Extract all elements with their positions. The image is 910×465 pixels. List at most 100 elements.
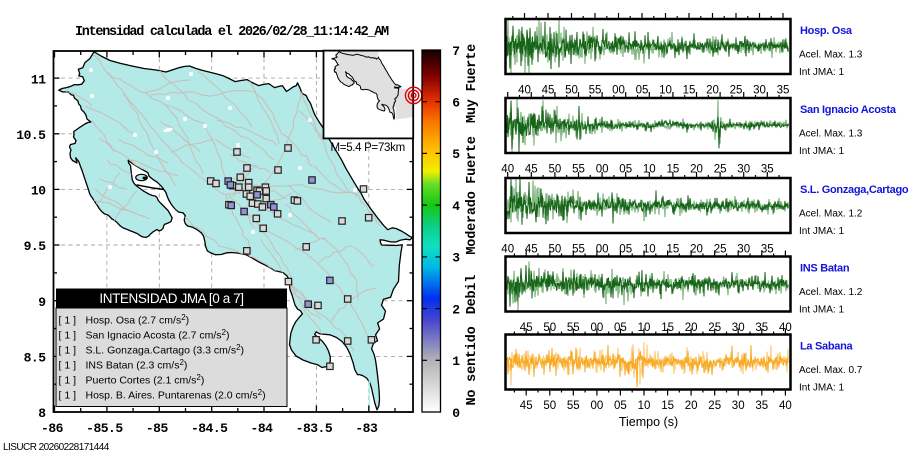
- svg-text:-83.5: -83.5: [296, 421, 333, 436]
- svg-text:-85.5: -85.5: [86, 421, 123, 436]
- svg-text:55: 55: [572, 243, 585, 255]
- svg-text:45: 45: [525, 243, 538, 255]
- svg-text:35: 35: [755, 322, 768, 334]
- svg-text:5: 5: [452, 147, 460, 162]
- svg-text:[ 1 ]: [ 1 ]: [59, 345, 77, 357]
- svg-text:55: 55: [589, 84, 602, 96]
- svg-text:INS Batan (2.3 cm/s2): INS Batan (2.3 cm/s2): [86, 358, 188, 372]
- svg-text:-83: -83: [355, 421, 378, 436]
- svg-text:50: 50: [543, 400, 556, 412]
- svg-text:Hosp. Osa (2.7 cm/s2): Hosp. Osa (2.7 cm/s2): [86, 313, 190, 327]
- svg-text:0: 0: [452, 406, 460, 421]
- svg-text:[ 1 ]: [ 1 ]: [59, 330, 77, 342]
- svg-text:00: 00: [612, 84, 625, 96]
- svg-text:00: 00: [591, 400, 604, 412]
- svg-text:10: 10: [31, 184, 46, 199]
- svg-text:55: 55: [567, 322, 580, 334]
- svg-text:Fuerte: Fuerte: [465, 136, 480, 184]
- svg-text:9.5: 9.5: [24, 239, 47, 254]
- svg-text:15: 15: [661, 322, 674, 334]
- svg-text:55: 55: [567, 400, 580, 412]
- svg-text:S.L. Gonzaga.Cartago (3.3 cm/s: S.L. Gonzaga.Cartago (3.3 cm/s2): [86, 343, 245, 357]
- svg-text:00: 00: [596, 243, 609, 255]
- svg-text:10: 10: [638, 400, 651, 412]
- svg-text:Acel. Max. 1.2: Acel. Max. 1.2: [799, 209, 863, 220]
- svg-text:40: 40: [779, 400, 792, 412]
- svg-text:05: 05: [619, 163, 632, 175]
- svg-text:Acel. Max. 1.2: Acel. Max. 1.2: [799, 287, 863, 298]
- svg-text:25: 25: [708, 400, 721, 412]
- svg-text:35: 35: [761, 163, 774, 175]
- svg-text:6: 6: [452, 96, 460, 111]
- svg-text:05: 05: [636, 84, 649, 96]
- svg-text:-84: -84: [251, 421, 274, 436]
- svg-text:S.L. Gonzaga,Cartago: S.L. Gonzaga,Cartago: [800, 184, 909, 196]
- svg-text:LISUCR 20260228171444: LISUCR 20260228171444: [3, 442, 110, 453]
- svg-text:30: 30: [737, 243, 750, 255]
- svg-text:9: 9: [38, 295, 46, 310]
- svg-text:10: 10: [643, 243, 656, 255]
- svg-text:INS Batan: INS Batan: [800, 263, 850, 275]
- svg-text:55: 55: [572, 163, 585, 175]
- svg-text:05: 05: [614, 400, 627, 412]
- svg-text:Acel. Max. 1.3: Acel. Max. 1.3: [799, 50, 863, 61]
- svg-text:Hosp. Osa: Hosp. Osa: [800, 25, 853, 37]
- svg-text:[ 1 ]: [ 1 ]: [59, 360, 77, 372]
- svg-text:40: 40: [779, 322, 792, 334]
- svg-text:[ 1 ]: [ 1 ]: [59, 390, 77, 402]
- svg-text:50: 50: [549, 163, 562, 175]
- svg-text:M=5.4 P=73km: M=5.4 P=73km: [331, 142, 405, 154]
- svg-text:35: 35: [777, 84, 790, 96]
- svg-text:INTENSIDAD JMA [0 a 7]: INTENSIDAD JMA [0 a 7]: [99, 291, 243, 306]
- svg-text:8: 8: [38, 406, 46, 421]
- svg-text:15: 15: [667, 163, 680, 175]
- svg-text:00: 00: [591, 322, 604, 334]
- svg-text:Moderado: Moderado: [465, 191, 480, 254]
- svg-text:25: 25: [730, 84, 743, 96]
- svg-text:25: 25: [714, 243, 727, 255]
- svg-text:45: 45: [542, 84, 555, 96]
- svg-text:45: 45: [520, 322, 533, 334]
- svg-text:Muy Fuerte: Muy Fuerte: [465, 44, 480, 123]
- svg-text:50: 50: [565, 84, 578, 96]
- svg-text:2: 2: [452, 302, 460, 317]
- svg-text:Acel. Max. 0.7: Acel. Max. 0.7: [799, 365, 863, 376]
- svg-text:25: 25: [714, 163, 727, 175]
- svg-text:8.5: 8.5: [24, 351, 47, 366]
- svg-text:Puerto Cortes (2.1 cm/s2): Puerto Cortes (2.1 cm/s2): [86, 373, 205, 387]
- svg-text:-84.5: -84.5: [191, 421, 228, 436]
- svg-text:Int JMA: 1: Int JMA: 1: [799, 226, 844, 237]
- svg-text:Int JMA: 1: Int JMA: 1: [799, 67, 844, 78]
- svg-text:20: 20: [690, 163, 703, 175]
- svg-text:1: 1: [452, 354, 460, 369]
- svg-text:30: 30: [732, 322, 745, 334]
- svg-text:San Ignacio Acosta (2.7 cm/s2): San Ignacio Acosta (2.7 cm/s2): [86, 328, 230, 342]
- svg-text:Acel. Max. 1.3: Acel. Max. 1.3: [799, 129, 863, 140]
- svg-text:50: 50: [549, 243, 562, 255]
- svg-text:Tiempo (s): Tiempo (s): [619, 415, 678, 429]
- svg-text:Intensidad calculada el 2026/0: Intensidad calculada el 2026/02/28_11:14…: [75, 25, 389, 40]
- svg-text:[ 1 ]: [ 1 ]: [59, 315, 77, 327]
- svg-text:15: 15: [683, 84, 696, 96]
- svg-text:25: 25: [708, 322, 721, 334]
- svg-text:15: 15: [667, 243, 680, 255]
- svg-text:45: 45: [525, 163, 538, 175]
- svg-text:10.5: 10.5: [16, 128, 46, 143]
- svg-text:4: 4: [452, 199, 460, 214]
- svg-text:40: 40: [501, 163, 514, 175]
- svg-text:Hosp. B. Aires. Puntarenas (2.: Hosp. B. Aires. Puntarenas (2.0 cm/s2): [86, 388, 266, 402]
- svg-text:30: 30: [753, 84, 766, 96]
- svg-text:11: 11: [31, 72, 46, 87]
- svg-text:7: 7: [452, 44, 460, 59]
- svg-text:[ 1 ]: [ 1 ]: [59, 375, 77, 387]
- svg-text:La Sabana: La Sabana: [800, 341, 854, 353]
- svg-text:No sentido: No sentido: [465, 326, 480, 405]
- svg-text:20: 20: [706, 84, 719, 96]
- svg-text:45: 45: [520, 400, 533, 412]
- svg-text:-86: -86: [41, 421, 64, 436]
- svg-text:05: 05: [614, 322, 627, 334]
- svg-text:3: 3: [452, 251, 460, 266]
- svg-text:00: 00: [596, 163, 609, 175]
- svg-text:10: 10: [659, 84, 672, 96]
- svg-text:Int JMA: 1: Int JMA: 1: [799, 305, 844, 316]
